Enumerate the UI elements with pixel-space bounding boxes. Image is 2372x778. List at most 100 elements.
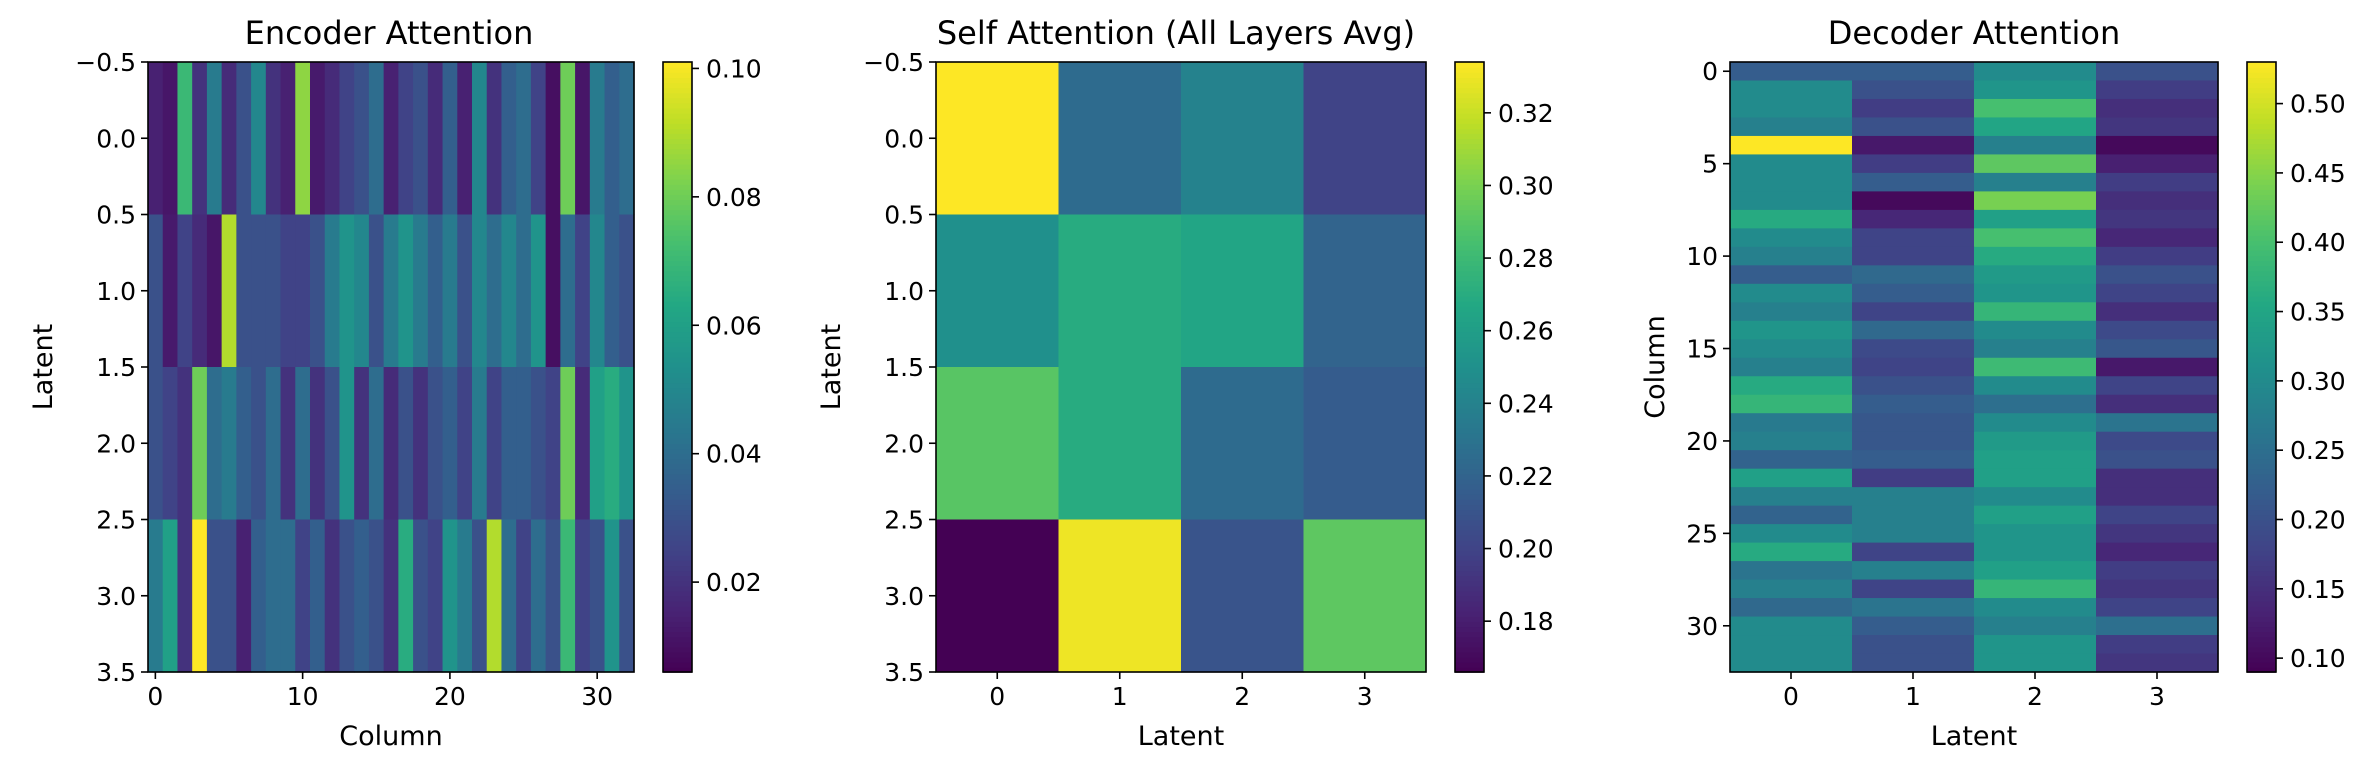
heatmap-cell <box>368 214 385 368</box>
heatmap-cell <box>339 367 355 521</box>
heatmap-cell <box>1181 214 1305 368</box>
heatmap-cell <box>1974 191 2097 211</box>
colorbar-segment <box>2247 621 2276 628</box>
colorbar-segment <box>663 67 692 73</box>
colorbar-segment <box>663 321 692 328</box>
colorbar-segment <box>2247 123 2276 129</box>
colorbar-segment <box>2247 194 2276 201</box>
colorbar-segment <box>1455 392 1484 399</box>
colorbar-segment <box>663 544 692 551</box>
colorbar-segment <box>663 189 692 195</box>
heatmap-cell <box>2096 228 2219 248</box>
colorbar-segment <box>663 265 692 272</box>
colorbar-segment <box>2247 565 2276 572</box>
colorbar-segment <box>663 153 692 160</box>
colorbar-segment <box>2247 250 2276 256</box>
heatmap-cell <box>1974 524 2097 544</box>
x-tick-label: 2 <box>2027 682 2043 711</box>
colorbar-segment <box>663 524 692 531</box>
colorbar-segment <box>1455 595 1484 602</box>
colorbar-segment <box>663 428 692 434</box>
colorbar-segment <box>663 224 692 231</box>
heatmap-cell <box>1974 505 2097 525</box>
heatmap-cell <box>472 62 488 216</box>
colorbar-segment <box>2247 326 2276 333</box>
colorbar-segment <box>2247 163 2276 170</box>
heatmap-cell <box>2096 413 2219 433</box>
colorbar-segment <box>663 605 692 612</box>
colorbar-segment <box>2247 270 2276 277</box>
heatmap-cell <box>589 214 606 368</box>
colorbar-segment <box>663 504 692 511</box>
colorbar-segment <box>1455 234 1484 241</box>
heatmap-cell <box>1730 357 1853 377</box>
heatmap-cell <box>354 62 370 216</box>
colorbar-segment <box>2247 82 2276 89</box>
heatmap-cell <box>530 214 547 368</box>
colorbar-segment <box>1455 580 1484 587</box>
colorbar-segment <box>663 270 692 277</box>
colorbar-segment <box>1455 377 1484 384</box>
colorbar-segment <box>663 285 692 292</box>
colorbar-segment <box>663 377 692 384</box>
heatmap-cell <box>1730 191 1853 211</box>
colorbar-segment <box>663 407 692 414</box>
heatmap-cell <box>1852 561 1975 581</box>
heatmap-cell <box>1852 265 1975 285</box>
heatmap-cell <box>1730 246 1853 266</box>
heatmap-cell <box>427 367 444 521</box>
colorbar-segment <box>2247 295 2276 302</box>
heatmap-cell <box>177 214 193 368</box>
colorbar-segment <box>1455 67 1484 73</box>
colorbar-segment <box>663 422 692 429</box>
heatmap-cell <box>589 519 606 673</box>
colorbar-segment <box>2247 453 2276 460</box>
colorbar-segment <box>663 326 692 333</box>
y-tick-label: 0.5 <box>96 201 136 230</box>
heatmap-cell <box>1974 561 2097 581</box>
heatmap-cell <box>236 62 252 216</box>
colorbar-segment <box>663 82 692 89</box>
heatmap-cell <box>575 62 591 216</box>
colorbar-segment <box>1455 326 1484 333</box>
heatmap-cell <box>1974 431 2097 451</box>
y-tick-label: 20 <box>1686 427 1718 456</box>
colorbar-segment <box>1455 519 1484 526</box>
heatmap-cell <box>192 519 208 673</box>
heatmap-cell <box>1730 542 1853 562</box>
heatmap-cell <box>1730 228 1853 248</box>
heatmap-cell <box>162 214 179 368</box>
x-tick-label: 0 <box>989 682 1005 711</box>
colorbar-tick-label: 0.08 <box>706 183 762 212</box>
colorbar-segment <box>2247 265 2276 272</box>
colorbar-segment <box>1455 631 1484 638</box>
colorbar-segment <box>2247 646 2276 653</box>
y-axis-ticks: −0.5 0.0 0.5 1.0 1.5 2.0 2.5 3.0 3.5 <box>863 48 936 687</box>
colorbar-segment <box>2247 468 2276 475</box>
y-tick-label: 0.0 <box>96 124 136 153</box>
heatmap-cell <box>2096 561 2219 581</box>
heatmap-cell <box>1852 339 1975 359</box>
colorbar-segment <box>2247 148 2276 155</box>
heatmap-cell <box>2096 209 2219 229</box>
colorbar-tick-label: 0.15 <box>2290 575 2346 604</box>
heatmap-cell <box>1730 616 1853 636</box>
colorbar-segment <box>2247 316 2276 323</box>
colorbar-segment <box>2247 458 2276 465</box>
colorbar-segment <box>2247 641 2276 648</box>
colorbar-tick-label: 0.24 <box>1498 389 1554 418</box>
colorbar-segment <box>663 570 692 577</box>
colorbar-segment <box>663 316 692 323</box>
heatmap-cell <box>1974 172 2097 192</box>
heatmap-cell <box>1730 376 1853 396</box>
heatmap-cell <box>1730 339 1853 359</box>
colorbar-tick-label: 0.25 <box>2290 436 2346 465</box>
colorbar-segment <box>2247 224 2276 231</box>
heatmap-cell <box>589 367 606 521</box>
heatmap-cell <box>2096 598 2219 618</box>
heatmap-cell <box>457 519 473 673</box>
colorbar-tick-label: 0.30 <box>2290 367 2346 396</box>
heatmap-cell <box>1852 635 1975 655</box>
colorbar-segment <box>1455 417 1484 424</box>
colorbar-segment <box>663 611 692 617</box>
